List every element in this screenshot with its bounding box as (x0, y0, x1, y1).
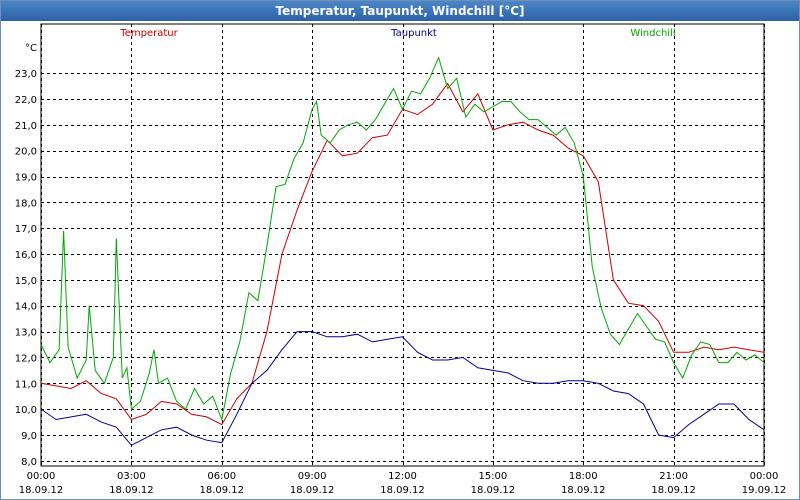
x-tick-label-time: 18:00 (569, 471, 598, 482)
y-tick-label: 8,0 (21, 457, 37, 468)
x-tick-label-time: 21:00 (659, 471, 688, 482)
x-tick-label-time: 12:00 (388, 471, 417, 482)
y-tick-label: 18,0 (15, 198, 37, 209)
line-chart: 8,0 9,0 10,0 11,0 12,0 13,0 14,0 15,0 16,0 17,0 18… (15, 23, 787, 496)
legend-entry-taupunkt: Taupunkt (390, 28, 437, 39)
x-tick-label-date: 18.09.12 (471, 485, 516, 496)
y-tick-label: 21,0 (15, 121, 37, 132)
y-tick-label: 20,0 (15, 147, 37, 158)
y-tick-label: 12,0 (15, 353, 37, 364)
series-line-windchill (40, 56, 765, 422)
window-title: Temperatur, Taupunkt, Windchill [°C] (1, 1, 799, 21)
x-tick-label-date: 19.09.12 (742, 485, 787, 496)
x-tick-label-time: 06:00 (207, 471, 236, 482)
y-tick-label: 10,0 (15, 405, 37, 416)
series-line-taupunkt (40, 331, 765, 446)
x-tick-label-date: 18.09.12 (380, 485, 425, 496)
y-tick-label: 16,0 (15, 250, 37, 261)
x-tick-label-date: 18.09.12 (19, 485, 64, 496)
x-tick-label-date: 18.09.12 (290, 485, 335, 496)
x-tick-label-date: 18.09.12 (651, 485, 696, 496)
x-tick-label-time: 00:00 (27, 471, 56, 482)
x-tick-label-time: 00:00 (750, 471, 779, 482)
y-tick-label: 23,0 (15, 69, 37, 80)
legend-entry-temperatur: Temperatur (119, 28, 178, 39)
y-tick-label: 11,0 (15, 379, 37, 390)
x-tick-label-time: 09:00 (298, 471, 327, 482)
y-axis-unit-label: °C (25, 43, 37, 54)
x-tick-label-date: 18.09.12 (199, 485, 244, 496)
y-tick-label: 14,0 (15, 302, 37, 313)
y-tick-label: 17,0 (15, 224, 37, 235)
y-tick-label: 13,0 (15, 328, 37, 339)
plot-area (40, 23, 765, 467)
x-tick-label-date: 18.09.12 (109, 485, 154, 496)
legend-entry-windchill: Windchill (630, 28, 675, 39)
y-tick-label: 9,0 (21, 431, 37, 442)
x-tick-label-date: 18.09.12 (561, 485, 606, 496)
y-tick-label: 15,0 (15, 276, 37, 287)
y-tick-label: 22,0 (15, 95, 37, 106)
x-tick-label-time: 15:00 (478, 471, 507, 482)
y-tick-label: 19,0 (15, 173, 37, 184)
x-tick-label-time: 03:00 (117, 471, 146, 482)
